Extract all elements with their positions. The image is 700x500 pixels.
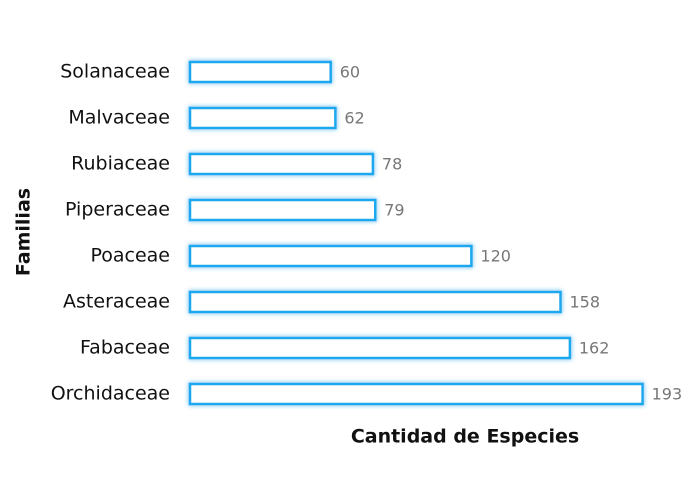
y-tick-label: Orchidaceae [51, 383, 170, 405]
y-tick-label: Asteraceae [63, 291, 170, 313]
bar [188, 152, 375, 176]
y-tick-label: Piperaceae [65, 199, 170, 221]
bar [188, 336, 572, 360]
bar [188, 60, 332, 84]
y-tick-label: Rubiaceae [71, 153, 170, 175]
value-label: 60 [340, 63, 360, 82]
bar [188, 382, 644, 406]
bar [188, 244, 473, 268]
y-tick-label: Solanaceae [60, 61, 170, 83]
value-label: 158 [570, 293, 601, 312]
bar [188, 198, 377, 222]
y-tick-label: Fabaceae [80, 337, 170, 359]
value-label: 193 [652, 385, 683, 404]
value-label: 62 [344, 109, 364, 128]
bar [188, 106, 337, 130]
value-label: 79 [384, 201, 404, 220]
value-label: 162 [579, 339, 610, 358]
value-label: 78 [382, 155, 402, 174]
value-label: 120 [480, 247, 511, 266]
x-axis-label: Cantidad de Especies [351, 426, 579, 448]
y-axis-label: Familias [13, 188, 35, 276]
y-tick-label: Malvaceae [68, 107, 170, 129]
bar [188, 290, 562, 314]
y-tick-label: Poaceae [90, 245, 170, 267]
